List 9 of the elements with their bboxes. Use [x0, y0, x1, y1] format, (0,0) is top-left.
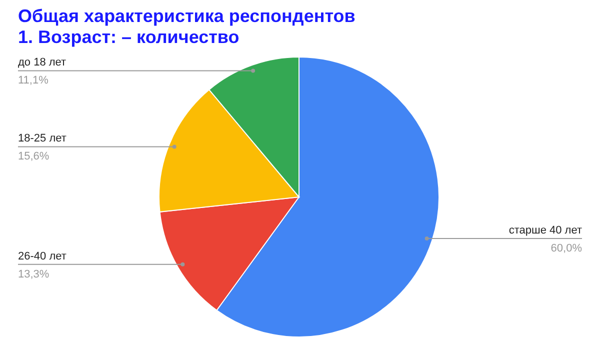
slice-label: до 18 лет [18, 56, 66, 69]
data-label: 60,0% [550, 242, 582, 255]
slice-label: старше 40 лет [508, 224, 582, 237]
slice-label: 26-40 лет [18, 250, 66, 262]
data-label: 13,3% [18, 268, 50, 280]
data-label: 11,1% [18, 74, 49, 87]
chart-title: Общая характеристика респондентов 1. Возраст: – количество [18, 6, 356, 47]
data-label: 15,6% [18, 150, 50, 163]
slice-label: 18-25 лет [18, 132, 66, 145]
